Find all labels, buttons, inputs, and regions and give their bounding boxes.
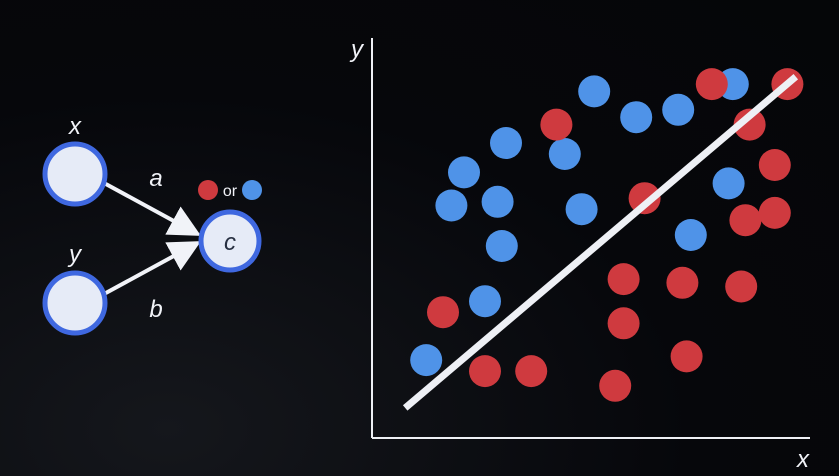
red-point (628, 182, 661, 215)
input-label-x: x (68, 113, 82, 140)
red-point (540, 108, 573, 141)
legend-blue-dot (242, 180, 262, 200)
blue-point (410, 344, 443, 377)
blue-point (578, 75, 611, 108)
blue-point (565, 193, 598, 226)
blue-point (469, 285, 501, 318)
blue-point (662, 93, 695, 126)
data-points (410, 68, 804, 402)
blue-point (548, 138, 581, 170)
output-label-c: c (224, 229, 236, 256)
red-point (469, 355, 501, 388)
weight-label-a: a (149, 165, 162, 192)
red-point (607, 263, 640, 296)
weight-label-b: b (149, 296, 162, 323)
red-point (729, 204, 762, 237)
network-diagram: x y a b c or (42, 113, 262, 336)
edge-x-to-c (103, 181, 202, 236)
output-node-c (198, 209, 262, 273)
red-point (427, 296, 459, 329)
red-point (666, 266, 699, 299)
red-point (515, 355, 548, 388)
y-axis-label: y (349, 36, 365, 63)
legend-red-dot (198, 180, 218, 200)
red-point (599, 369, 632, 402)
blue-point (481, 185, 514, 218)
edge-y-to-c (103, 241, 202, 296)
blue-point (620, 101, 653, 134)
decision-boundary-group (402, 74, 799, 411)
red-point (725, 270, 758, 303)
red-point (758, 196, 791, 229)
legend-or-text: or (223, 183, 238, 200)
x-axis-label: x (796, 446, 810, 473)
blue-point (485, 230, 518, 262)
red-point (733, 108, 766, 141)
red-point (670, 340, 703, 373)
input-node-x (42, 141, 108, 207)
red-point (607, 307, 640, 340)
decision-boundary-line (402, 74, 799, 411)
input-node-y (42, 270, 108, 336)
blue-point (435, 189, 468, 222)
scatter-plot: y x (349, 36, 810, 473)
blue-point (674, 219, 707, 251)
red-point (695, 68, 728, 101)
input-label-y: y (67, 241, 83, 268)
red-point (758, 149, 791, 181)
blue-point (712, 167, 745, 200)
blue-point (490, 127, 522, 159)
blue-point (448, 156, 480, 189)
